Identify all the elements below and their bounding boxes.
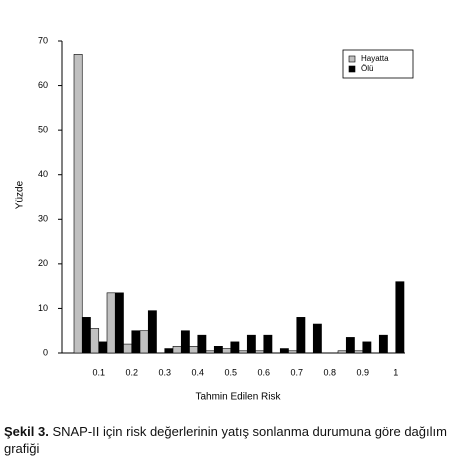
caption-label: Şekil 3. [4,424,49,439]
bar [180,330,190,354]
bar [114,292,124,354]
bar [98,341,108,354]
y-tick-label: 70 [38,35,48,45]
bar [354,350,364,354]
chart: Yüzde Tahmin Edilen Risk 0 10 20 30 40 50 60 70… [15,35,414,403]
x-tick-label: 0.3 [158,367,171,377]
caption: Şekil 3. SNAP-II için risk değerlerinin … [4,423,456,457]
bar [279,348,289,354]
caption-text: SNAP-II için risk değerlerinin yatış son… [4,424,447,456]
y-tick-label: 10 [38,303,48,313]
x-axis-label: Tahmin Edilen Risk [195,392,281,403]
bar [106,292,116,354]
legend-swatch [348,55,356,63]
x-tick-label: 0.4 [191,367,204,377]
legend-label: Ölü [361,64,373,73]
bar [172,346,182,354]
bar [73,54,83,354]
y-tick-label: 20 [38,258,48,268]
x-tick-label: 0.9 [356,367,369,377]
bar [164,348,174,354]
bar [312,323,322,354]
y-axis-label: Yüzde [15,180,26,209]
bar [345,337,355,354]
x-tick-label: 0.2 [125,367,138,377]
x-tick-label: 0.7 [290,367,303,377]
bar [222,348,232,354]
bar [147,310,157,354]
bar [213,346,223,354]
y-tick-label: 0 [43,347,48,357]
bar [205,350,215,354]
bar [255,350,265,354]
bar [378,334,388,354]
bar [263,334,273,354]
y-tick-label: 60 [38,80,48,90]
bar [362,341,372,354]
bar [288,350,298,354]
legend-label: Hayatta [361,54,389,63]
bar [197,334,207,354]
y-tick-label: 50 [38,125,48,135]
bar [189,346,199,354]
y-tick-label: 30 [38,214,48,224]
legend-box [342,49,414,79]
bar [230,341,240,354]
bar [131,330,141,354]
bar [81,317,91,354]
bar [395,281,405,354]
bar [238,350,248,354]
legend-swatch [348,65,356,73]
bar [337,350,347,354]
x-tick-label: 0.8 [323,367,336,377]
x-tick-label: 1 [393,367,398,377]
bar [90,328,100,354]
bar [139,330,149,354]
bar [296,317,306,354]
x-tick-label: 0.5 [224,367,237,377]
bar [123,343,133,354]
bar [246,334,256,354]
x-tick-label: 0.6 [257,367,270,377]
y-tick-label: 40 [38,169,48,179]
x-tick-label: 0.1 [92,367,105,377]
